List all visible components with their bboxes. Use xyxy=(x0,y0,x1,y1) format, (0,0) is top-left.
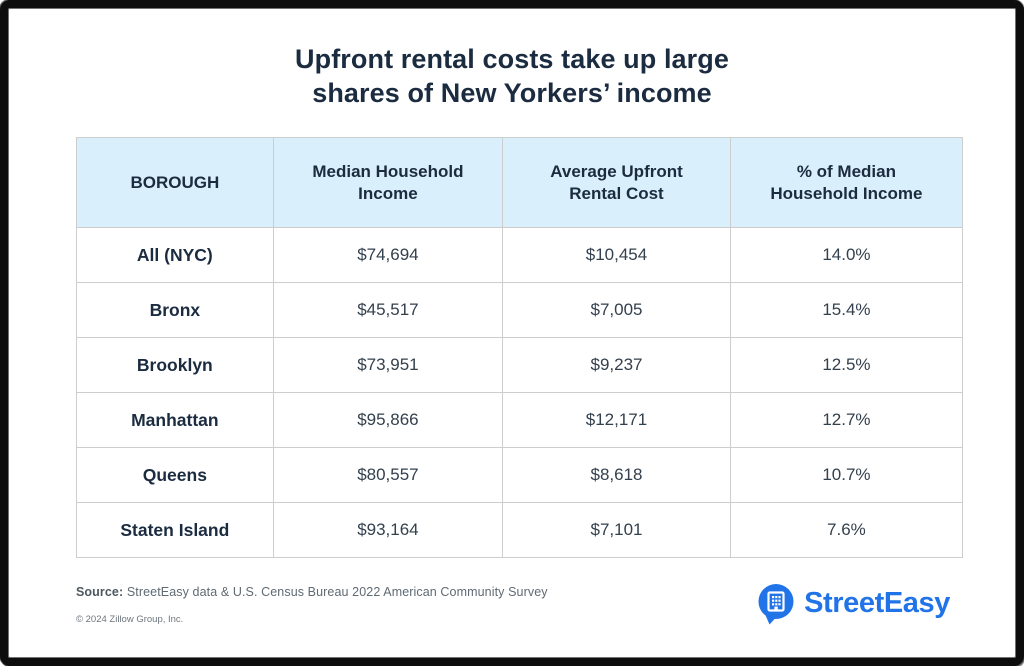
borough-cell: All (NYC) xyxy=(76,227,274,283)
table-row-manhattan: Manhattan $95,866 $12,171 12.7% xyxy=(76,392,964,448)
header-text: BOROUGH xyxy=(130,172,220,192)
pct-cell: 7.6% xyxy=(729,502,964,558)
rental-cell: $7,101 xyxy=(502,502,731,558)
col-header-pct-income: % of Median Household Income xyxy=(729,137,964,228)
page-title: Upfront rental costs take up large share… xyxy=(8,42,1016,110)
header-row: BOROUGH Median Household Income Average … xyxy=(76,137,964,228)
table-row-brooklyn: Brooklyn $73,951 $9,237 12.5% xyxy=(76,337,964,393)
income-cell: $45,517 xyxy=(272,282,504,338)
source-label: Source: xyxy=(76,585,124,599)
copyright-text: © 2024 Zillow Group, Inc. xyxy=(76,614,184,625)
header-text: Household Income xyxy=(770,183,923,203)
rental-cell: $8,618 xyxy=(502,447,731,503)
table-row-all-nyc: All (NYC) $74,694 $10,454 14.0% xyxy=(76,227,964,283)
credits-block: Source: StreetEasy data & U.S. Census Bu… xyxy=(76,585,548,625)
col-header-upfront-cost: Average Upfront Rental Cost xyxy=(502,137,731,228)
income-cell: $93,164 xyxy=(272,502,504,558)
pct-cell: 15.4% xyxy=(729,282,964,338)
header-text: % of Median xyxy=(796,161,896,181)
boroughs-table: BOROUGH Median Household Income Average … xyxy=(76,137,964,558)
source-line: Source: StreetEasy data & U.S. Census Bu… xyxy=(76,585,548,599)
table-row-queens: Queens $80,557 $8,618 10.7% xyxy=(76,447,964,503)
pct-cell: 12.7% xyxy=(729,392,964,448)
income-cell: $73,951 xyxy=(272,337,504,393)
income-cell: $95,866 xyxy=(272,392,504,448)
rental-cell: $12,171 xyxy=(502,392,731,448)
income-cell: $80,557 xyxy=(272,447,504,503)
borough-cell: Queens xyxy=(76,447,274,503)
col-header-median-income: Median Household Income xyxy=(272,137,504,228)
header-text: Income xyxy=(358,183,418,203)
streeteasy-bubble-building-icon xyxy=(758,584,794,625)
header-text: Median Household xyxy=(312,161,464,181)
table-body: All (NYC) $74,694 $10,454 14.0% Bronx $4… xyxy=(76,227,964,558)
table-row-bronx: Bronx $45,517 $7,005 15.4% xyxy=(76,282,964,338)
source-text: StreetEasy data & U.S. Census Bureau 202… xyxy=(123,585,548,599)
rental-cell: $9,237 xyxy=(502,337,731,393)
borough-cell: Manhattan xyxy=(76,392,274,448)
borough-cell: Brooklyn xyxy=(76,337,274,393)
income-cell: $74,694 xyxy=(272,227,504,283)
footer: Source: StreetEasy data & U.S. Census Bu… xyxy=(76,583,950,627)
borough-cell: Staten Island xyxy=(76,502,274,558)
streeteasy-wordmark: StreetEasy xyxy=(804,586,950,619)
title-line-2: shares of New Yorkers’ income xyxy=(312,78,712,108)
rental-cell: $10,454 xyxy=(502,227,731,283)
header-text: Rental Cost xyxy=(569,183,664,203)
pct-cell: 10.7% xyxy=(729,447,964,503)
table-header: BOROUGH Median Household Income Average … xyxy=(76,137,964,228)
title-line-1: Upfront rental costs take up large xyxy=(295,44,729,74)
data-table-container: BOROUGH Median Household Income Average … xyxy=(76,137,964,558)
pct-cell: 14.0% xyxy=(729,227,964,283)
rental-cell: $7,005 xyxy=(502,282,731,338)
pct-cell: 12.5% xyxy=(729,337,964,393)
infographic-card: Upfront rental costs take up large share… xyxy=(8,8,1016,658)
streeteasy-logo: StreetEasy xyxy=(756,583,950,627)
header-text: Average Upfront xyxy=(550,161,683,181)
table-row-staten-island: Staten Island $93,164 $7,101 7.6% xyxy=(76,502,964,558)
borough-cell: Bronx xyxy=(76,282,274,338)
col-header-borough: BOROUGH xyxy=(76,137,274,228)
